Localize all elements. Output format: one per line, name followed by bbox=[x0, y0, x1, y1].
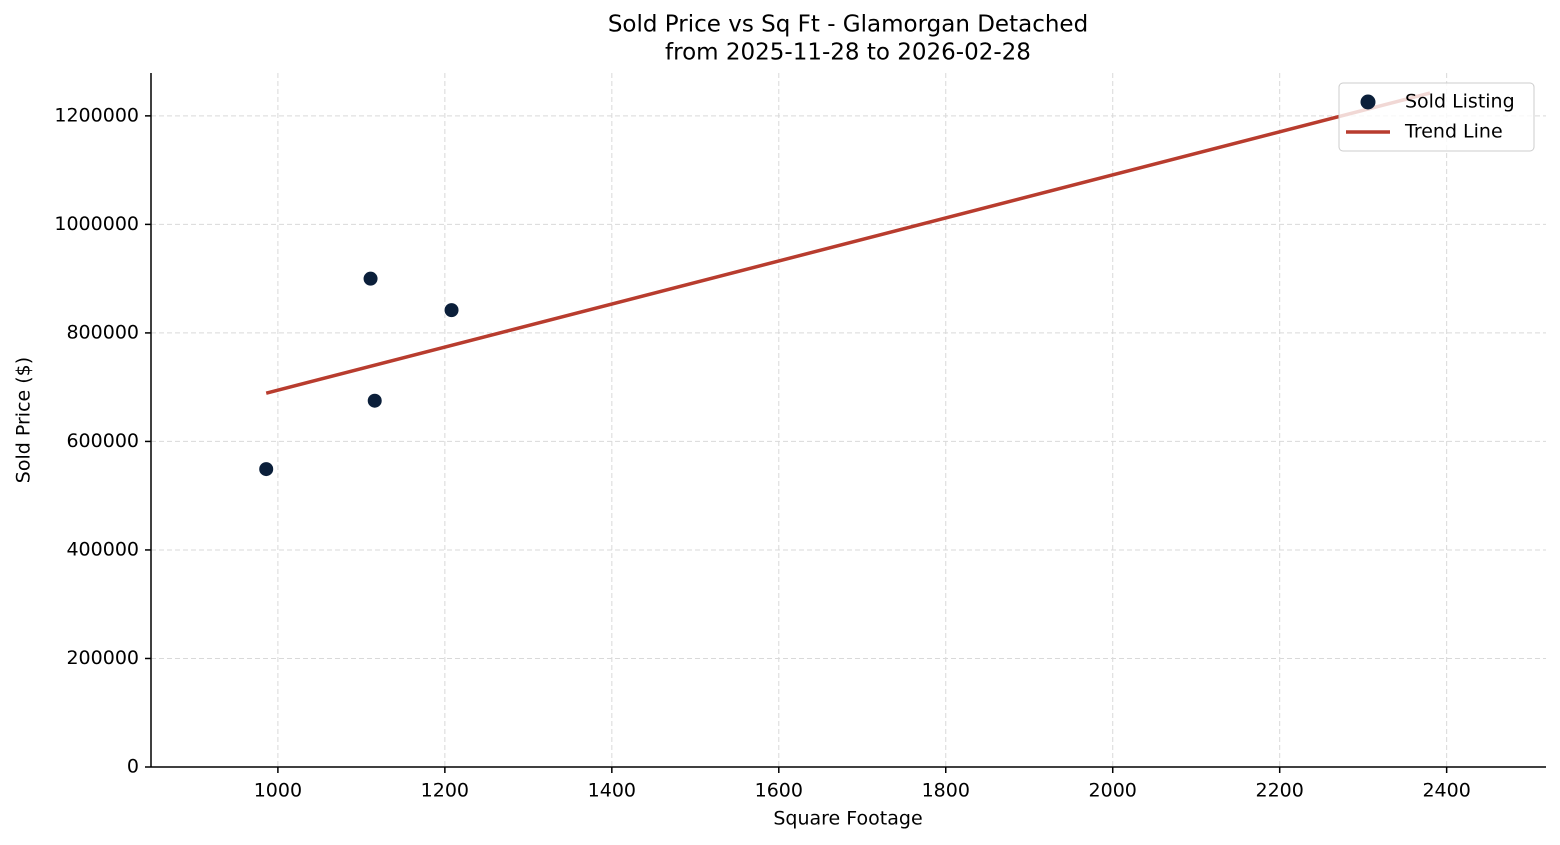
point bbox=[443, 302, 460, 319]
legend: Sold Listing Trend Line bbox=[1338, 82, 1535, 152]
y-tick-label: 800000 bbox=[66, 321, 139, 343]
x-tick-label: 1400 bbox=[588, 780, 636, 802]
x-tick-label: 1200 bbox=[421, 780, 469, 802]
point bbox=[258, 461, 275, 478]
x-tick-label: 1800 bbox=[922, 780, 970, 802]
chart-subtitle: from 2025-11-28 to 2026-02-28 bbox=[665, 40, 1031, 66]
legend-box bbox=[1338, 82, 1535, 152]
chart-title: Sold Price vs Sq Ft - Glamorgan Detached bbox=[608, 12, 1088, 38]
x-axis-label: Square Footage bbox=[773, 808, 922, 830]
legend-label: Trend Line bbox=[1404, 121, 1503, 143]
y-tick-label: 600000 bbox=[66, 430, 139, 452]
y-tick-label: 1200000 bbox=[54, 104, 139, 126]
point bbox=[362, 270, 379, 287]
y-tick-label: 200000 bbox=[66, 647, 139, 669]
legend-marker bbox=[1360, 94, 1376, 110]
trend-line bbox=[265, 91, 1431, 395]
x-tick-label: 2400 bbox=[1422, 780, 1470, 802]
legend-label: Sold Listing bbox=[1405, 91, 1515, 113]
x-tick-label: 1600 bbox=[755, 780, 803, 802]
x-tick-label: 2000 bbox=[1089, 780, 1137, 802]
x-tick-label: 1000 bbox=[254, 780, 302, 802]
y-tick-label: 1000000 bbox=[54, 213, 139, 235]
x-tick-label: 2200 bbox=[1256, 780, 1304, 802]
y-tick-label: 0 bbox=[127, 756, 139, 778]
point bbox=[366, 392, 383, 409]
y-axis-label: Sold Price ($) bbox=[13, 357, 35, 483]
y-tick-label: 400000 bbox=[66, 538, 139, 560]
